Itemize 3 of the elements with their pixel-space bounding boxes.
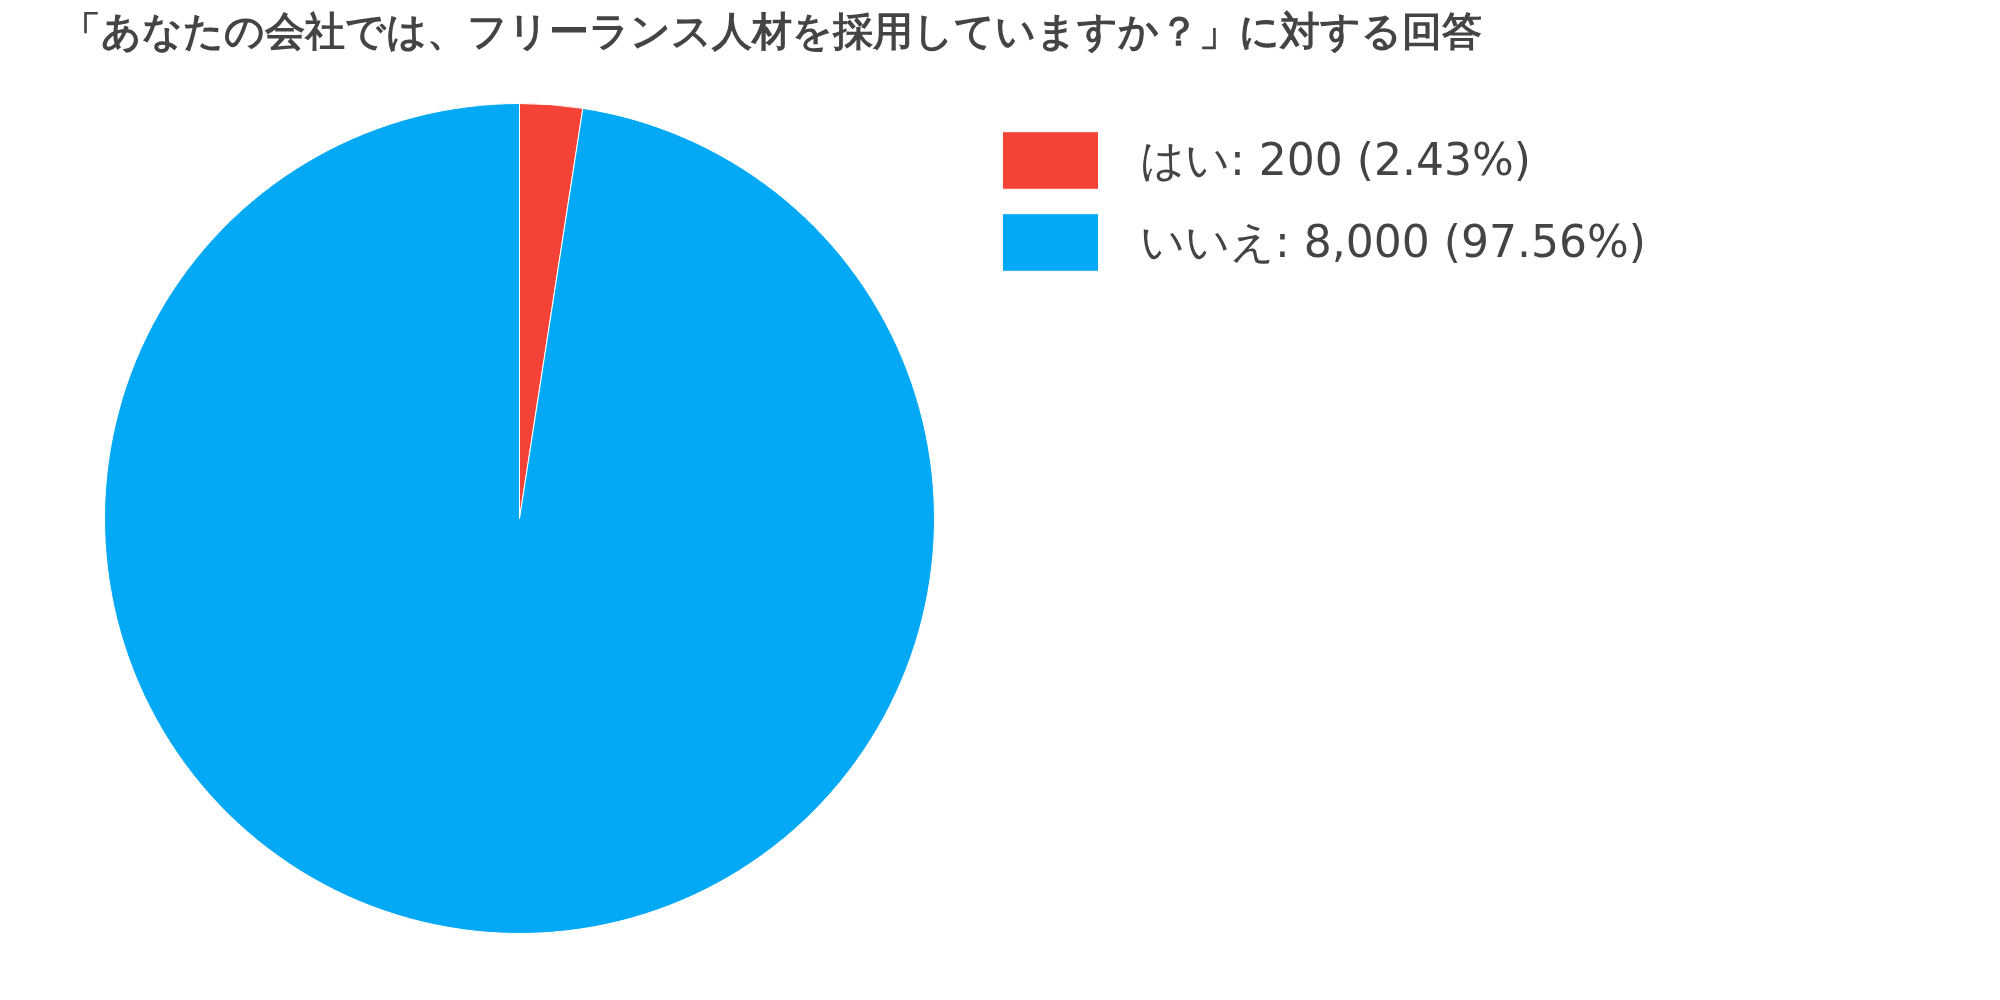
legend-label: いいえ: 8,000 (97.56%) — [1140, 214, 1646, 269]
chart-title: 「あなたの会社では、フリーランス人材を採用していますか？」に対する回答 — [60, 7, 1482, 54]
legend-label: はい: 200 (2.43%) — [1140, 132, 1531, 187]
